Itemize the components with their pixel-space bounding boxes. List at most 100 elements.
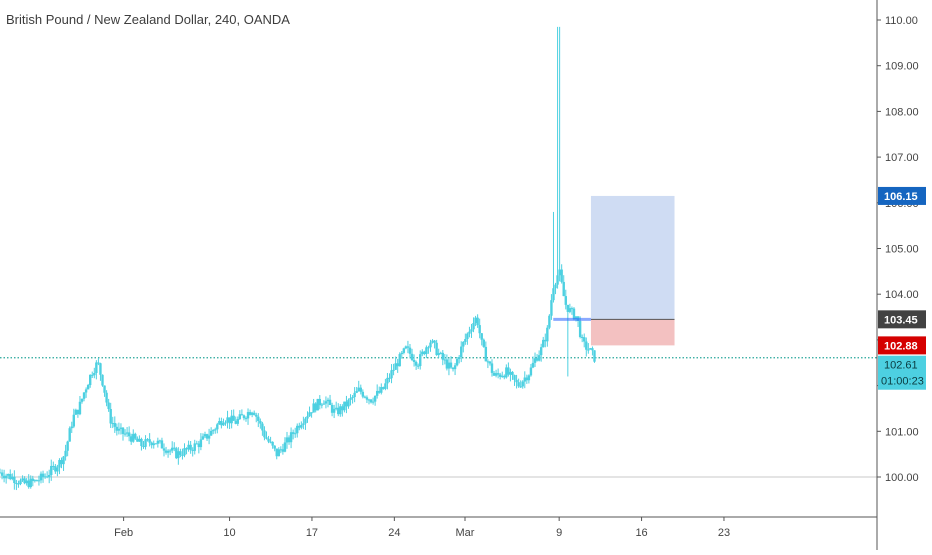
candle	[378, 386, 381, 394]
candle	[449, 356, 453, 369]
candle	[0, 469, 4, 480]
candle	[300, 421, 303, 430]
candle	[382, 386, 385, 390]
candle	[558, 26, 561, 282]
candle-body	[392, 369, 395, 371]
candle-body	[519, 386, 522, 388]
candle	[431, 339, 434, 344]
candle-body	[76, 409, 80, 415]
candle-body	[437, 353, 440, 356]
candle-body	[369, 399, 373, 403]
candle-body	[353, 392, 356, 398]
candle-body	[146, 439, 149, 441]
candle	[261, 421, 264, 436]
candle-body	[572, 308, 576, 320]
candle-body	[478, 325, 481, 334]
candle-body	[183, 448, 186, 456]
candle-body	[304, 418, 307, 424]
candle	[189, 440, 192, 454]
candle-body	[556, 275, 559, 285]
candle	[435, 339, 438, 356]
candle	[68, 426, 71, 442]
candle	[203, 431, 207, 439]
candle-body	[402, 348, 406, 353]
candle	[33, 479, 37, 483]
candle-body	[175, 448, 178, 459]
candle-body	[64, 450, 67, 457]
candle-body	[503, 375, 506, 378]
candle	[279, 446, 283, 454]
candle-body	[43, 476, 47, 478]
candle	[226, 410, 229, 429]
candle-body	[170, 447, 174, 451]
y-tick-label: 101.00	[885, 426, 919, 438]
candle	[283, 437, 287, 453]
candle	[201, 433, 205, 441]
badge-countdown: 01:00:23	[881, 376, 924, 388]
candle	[316, 398, 319, 411]
candle-body	[281, 449, 285, 452]
candle-body	[423, 351, 426, 355]
candle	[400, 350, 403, 359]
candle-body	[494, 373, 498, 376]
candle-body	[531, 362, 535, 368]
candle	[423, 350, 426, 356]
candle	[523, 371, 526, 389]
candle	[404, 345, 408, 350]
candle-body	[197, 443, 201, 448]
candle-body	[441, 352, 444, 360]
candle-body	[152, 443, 155, 446]
candle	[296, 423, 299, 438]
candle	[525, 374, 529, 384]
candle	[224, 420, 227, 426]
candle	[195, 440, 198, 445]
candle	[29, 475, 32, 489]
candle	[478, 318, 481, 339]
badge-target-label: 106.15	[884, 191, 918, 203]
candle	[304, 416, 307, 430]
candle-body	[111, 423, 114, 425]
candle-body	[70, 426, 73, 429]
candle	[181, 448, 184, 460]
candle-body	[339, 406, 342, 415]
candle-body	[97, 362, 100, 364]
candle-body	[47, 474, 51, 478]
candle-body	[267, 438, 270, 442]
candle	[556, 26, 559, 289]
candle-body	[134, 433, 137, 439]
candle	[132, 429, 135, 443]
candle-body	[283, 442, 287, 452]
candle	[412, 354, 416, 367]
candle-body	[378, 390, 381, 393]
candle-body	[546, 327, 549, 342]
candle-body	[298, 425, 301, 428]
candle	[298, 422, 301, 431]
candle	[52, 461, 55, 471]
x-tick-label: Mar	[456, 527, 475, 539]
candle	[25, 478, 28, 486]
candle	[359, 384, 362, 395]
candle	[453, 362, 457, 376]
candle	[277, 447, 280, 457]
candle	[129, 433, 133, 445]
candle-body	[535, 358, 539, 361]
candle	[209, 427, 213, 436]
candle	[466, 332, 469, 345]
candle	[509, 368, 512, 382]
candle	[484, 341, 488, 362]
candle	[125, 427, 129, 438]
candle-body	[140, 438, 143, 447]
candle	[515, 374, 518, 389]
x-tick-label: 9	[556, 527, 562, 539]
candle-body	[539, 347, 543, 356]
candle-body	[474, 317, 477, 324]
candle	[156, 437, 160, 448]
candle-body	[390, 370, 393, 379]
badge-current-bg	[878, 355, 926, 390]
candle-body	[271, 441, 274, 446]
candle-body	[490, 363, 494, 373]
candle	[533, 352, 537, 368]
candle	[548, 314, 551, 330]
